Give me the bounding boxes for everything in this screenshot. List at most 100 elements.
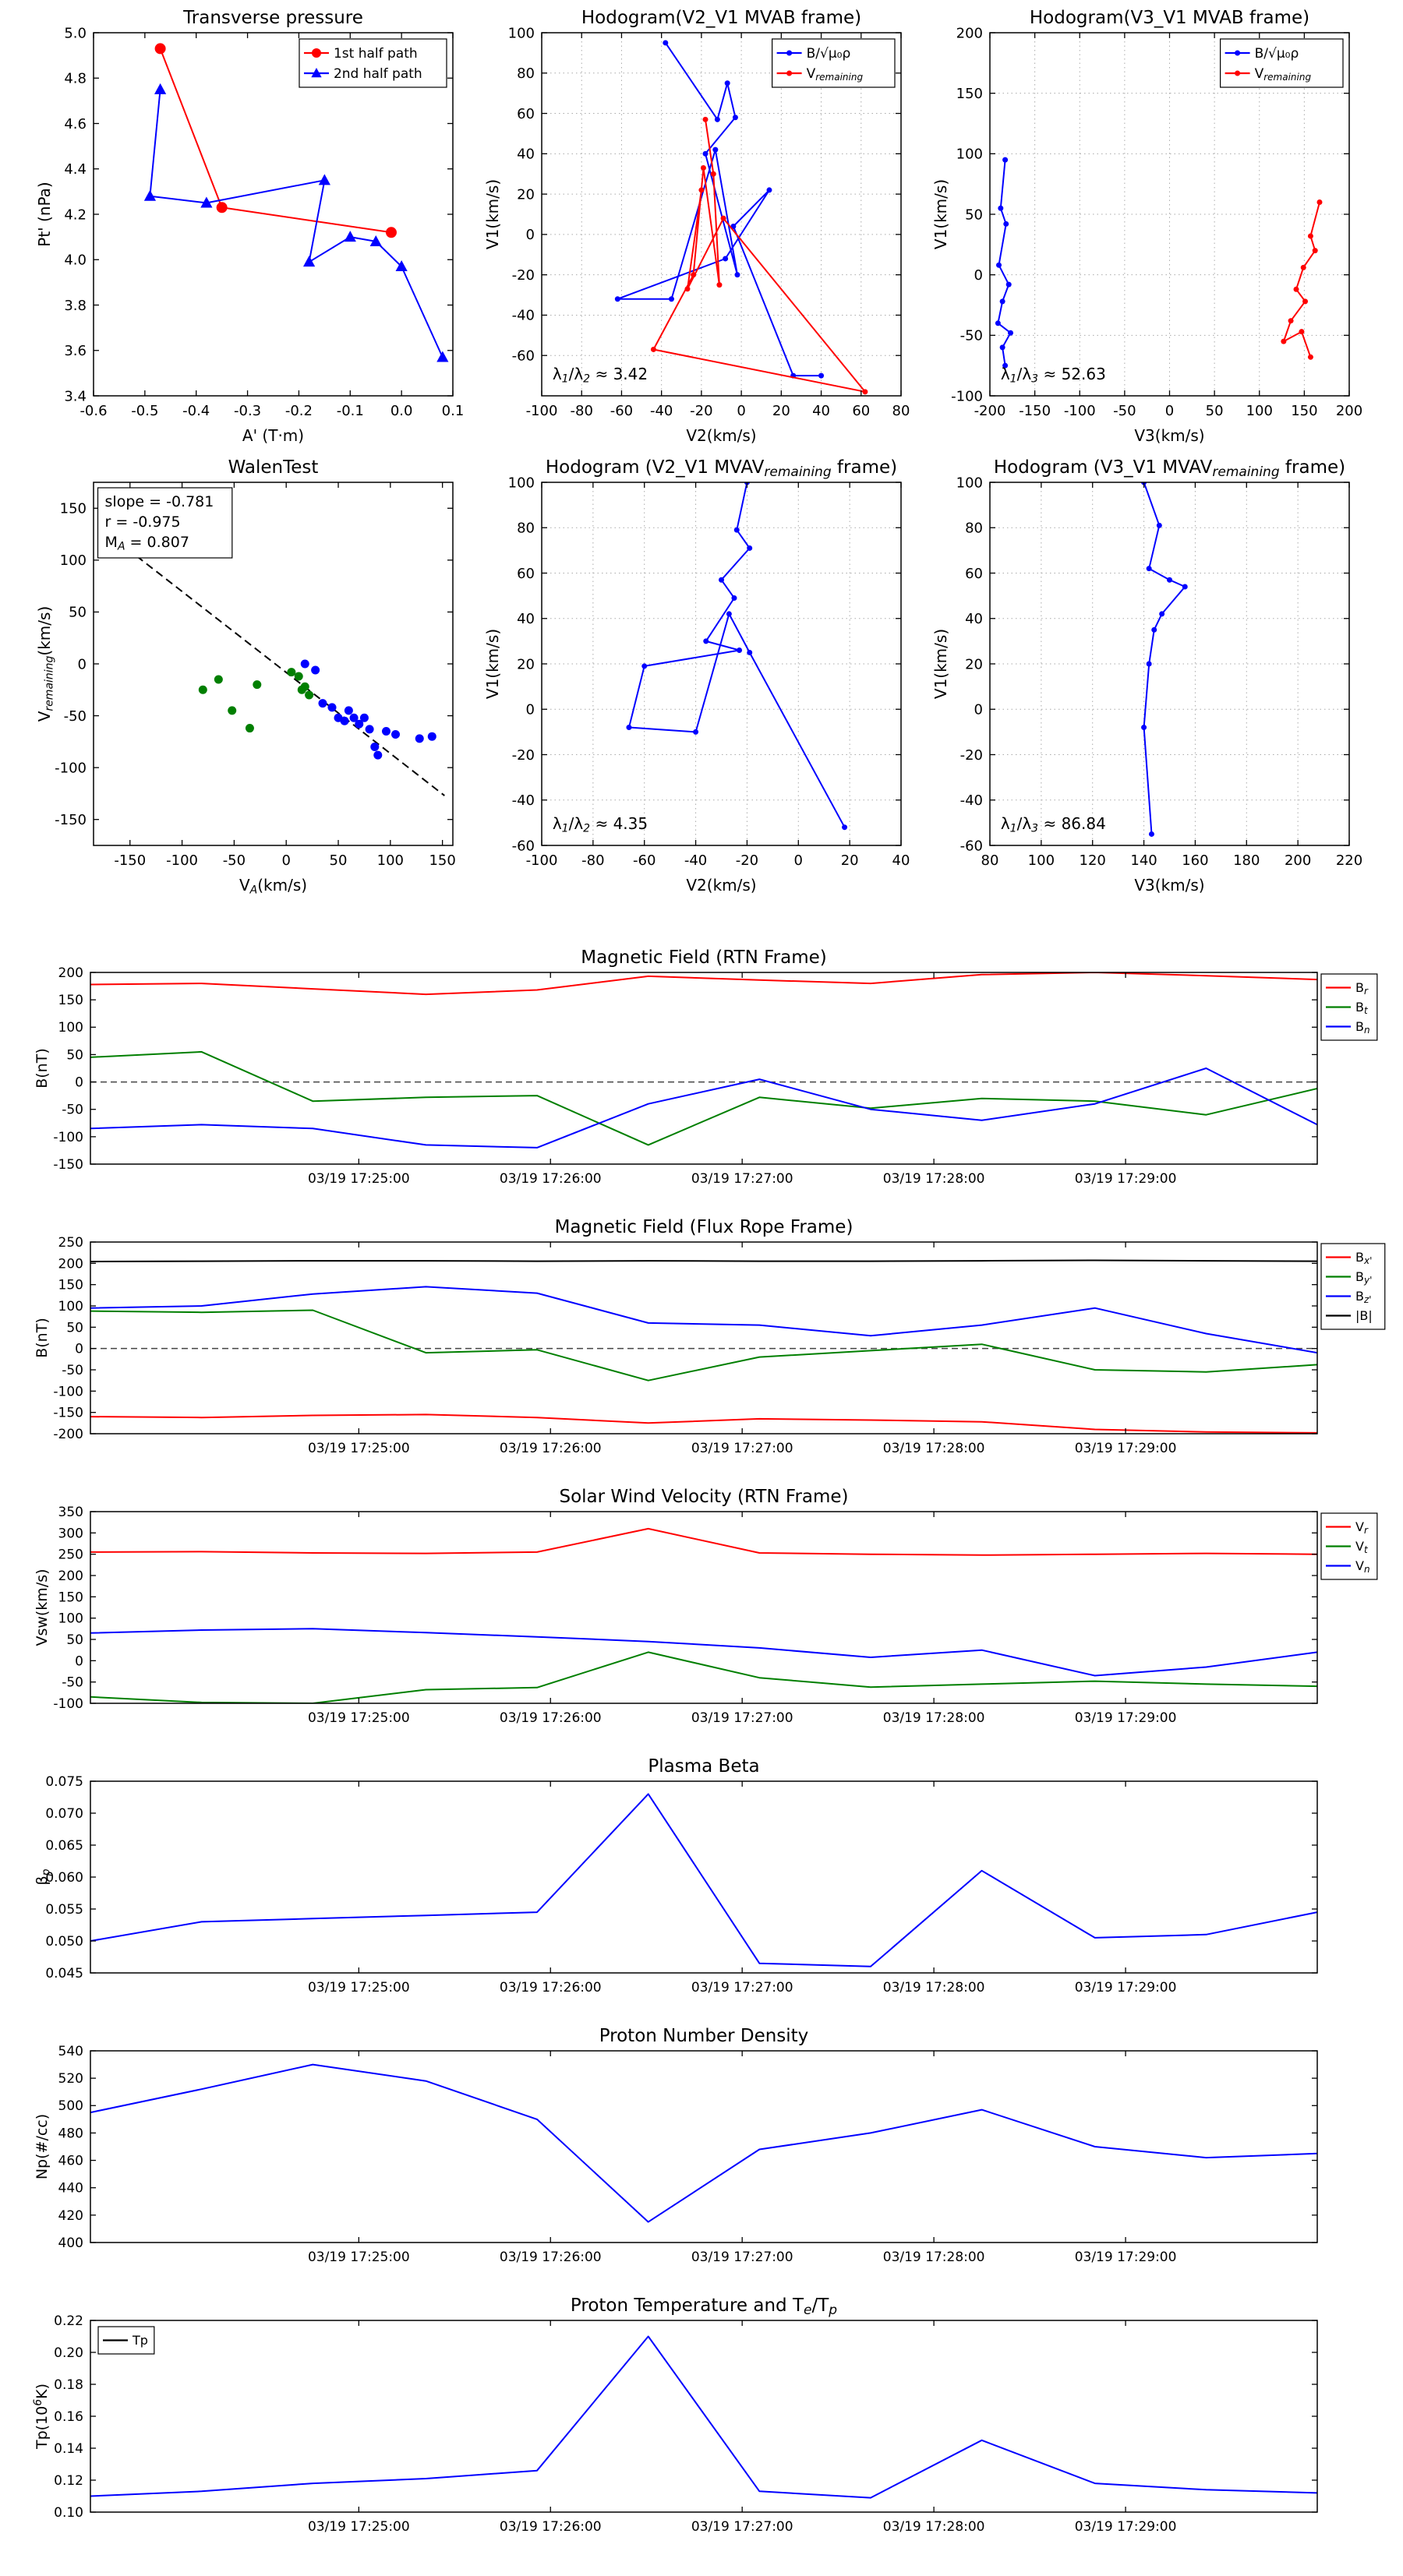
svg-text:80: 80 — [965, 520, 983, 537]
svg-text:-40: -40 — [960, 792, 983, 809]
svg-text:-0.5: -0.5 — [131, 403, 158, 419]
svg-text:0.0: 0.0 — [391, 403, 413, 419]
svg-text:0: 0 — [75, 1075, 83, 1091]
svg-text:V1(km/s): V1(km/s) — [931, 629, 950, 699]
svg-text:Plasma Beta: Plasma Beta — [648, 1758, 759, 1777]
chart-magnetic-field-flux-rope: 03/19 17:25:00 03/19 17:26:00 03/19 17:27:… — [0, 1219, 1403, 1470]
svg-text:100: 100 — [58, 1611, 83, 1627]
svg-text:150: 150 — [1291, 403, 1317, 419]
transverse-pressure-svg: -0.6 -0.5 -0.4 -0.3 -0.2 -0.1 0.0 0.1 3.4 3.6 3.8 4… — [35, 8, 465, 445]
svg-text:Hodogram(V2_V1 MVAB frame): Hodogram(V2_V1 MVAB frame) — [581, 8, 861, 28]
svg-text:4.4: 4.4 — [64, 161, 87, 178]
svg-text:4.6: 4.6 — [64, 116, 87, 132]
svg-text:-0.2: -0.2 — [285, 403, 313, 419]
svg-text:Bt: Bt — [1355, 1000, 1369, 1016]
svg-text:03/19 17:25:00: 03/19 17:25:00 — [308, 1441, 410, 1456]
svg-text:03/19 17:29:00: 03/19 17:29:00 — [1075, 1710, 1177, 1726]
svg-text:03/19 17:25:00: 03/19 17:25:00 — [308, 1710, 410, 1726]
svg-text:03/19 17:28:00: 03/19 17:28:00 — [883, 1441, 985, 1456]
svg-text:Vt: Vt — [1355, 1539, 1369, 1555]
svg-text:0.1: 0.1 — [442, 403, 465, 419]
svg-text:-40: -40 — [512, 308, 535, 324]
svg-text:B(nT): B(nT) — [34, 1318, 51, 1358]
svg-text:Hodogram (V2_V1 MVAVremaining: Hodogram (V2_V1 MVAVremaining frame) — [546, 457, 897, 480]
svg-text:0.060: 0.060 — [45, 1870, 83, 1886]
svg-text:B/√μ₀ρ: B/√μ₀ρ — [807, 46, 851, 62]
svg-text:-80: -80 — [581, 852, 604, 869]
svg-text:100: 100 — [1246, 403, 1273, 419]
svg-text:03/19 17:27:00: 03/19 17:27:00 — [691, 1980, 793, 1996]
svg-text:80: 80 — [981, 852, 999, 869]
svg-text:03/19 17:26:00: 03/19 17:26:00 — [500, 1441, 602, 1456]
svg-text:03/19 17:26:00: 03/19 17:26:00 — [500, 2250, 602, 2265]
svg-text:Br: Br — [1355, 980, 1369, 997]
svg-text:-100: -100 — [166, 852, 198, 869]
svg-text:100: 100 — [58, 1299, 83, 1314]
subplot-row-1: -0.6 -0.5 -0.4 -0.3 -0.2 -0.1 0.0 0.1 3.4 3.6 3.8 4… — [0, 5, 1403, 445]
svg-text:100: 100 — [1028, 852, 1055, 869]
svg-text:60: 60 — [852, 403, 870, 419]
svg-text:-150: -150 — [53, 1406, 83, 1421]
svg-text:60: 60 — [517, 106, 535, 122]
svg-text:03/19 17:27:00: 03/19 17:27:00 — [691, 2519, 793, 2535]
svg-text:-20: -20 — [512, 267, 535, 284]
svg-text:03/19 17:27:00: 03/19 17:27:00 — [691, 1441, 793, 1456]
magnetic-field-rtn-svg: 03/19 17:25:00 03/19 17:26:00 03/19 17:27:… — [34, 949, 1378, 1187]
svg-text:WalenTest: WalenTest — [228, 457, 319, 478]
svg-text:-60: -60 — [512, 838, 535, 854]
svg-text:150: 150 — [58, 993, 83, 1008]
svg-text:180: 180 — [1233, 852, 1260, 869]
svg-text:40: 40 — [892, 852, 910, 869]
svg-text:-100: -100 — [526, 852, 558, 869]
svg-text:-100: -100 — [53, 1130, 83, 1145]
svg-text:0: 0 — [794, 852, 803, 869]
svg-text:0.16: 0.16 — [54, 2409, 83, 2425]
svg-text:0.065: 0.065 — [45, 1838, 83, 1854]
svg-text:λ1/λ2 ≈ 4.35: λ1/λ2 ≈ 4.35 — [553, 814, 648, 835]
svg-text:0: 0 — [737, 403, 745, 419]
svg-text:200: 200 — [58, 1256, 83, 1272]
hodogram-v2v1-mvav-svg: -100 -80 -60 -40 -20 0 20 40 -60 -40 -20 0 20 40 60 80 1… — [483, 457, 910, 895]
svg-text:100: 100 — [60, 552, 87, 569]
svg-text:-200: -200 — [974, 403, 1006, 419]
svg-text:Transverse pressure: Transverse pressure — [182, 8, 363, 28]
svg-text:0.12: 0.12 — [54, 2473, 83, 2489]
svg-text:Vremaining: Vremaining — [807, 66, 864, 83]
svg-text:Vn: Vn — [1355, 1558, 1370, 1575]
svg-text:Proton Number Density: Proton Number Density — [599, 2027, 809, 2046]
chart-proton-number-density: 03/19 17:25:00 03/19 17:26:00 03/19 17:27:… — [0, 2027, 1403, 2278]
svg-text:Magnetic Field (RTN Frame): Magnetic Field (RTN Frame) — [581, 949, 827, 968]
svg-text:50: 50 — [965, 206, 983, 223]
svg-text:-50: -50 — [64, 708, 87, 725]
svg-text:03/19 17:25:00: 03/19 17:25:00 — [308, 2519, 410, 2535]
svg-text:350: 350 — [58, 1505, 83, 1520]
svg-text:5.0: 5.0 — [64, 25, 87, 41]
svg-text:03/19 17:29:00: 03/19 17:29:00 — [1075, 2250, 1177, 2265]
svg-text:-100: -100 — [55, 760, 87, 776]
svg-text:-60: -60 — [960, 838, 983, 854]
svg-text:0.050: 0.050 — [45, 1934, 83, 1950]
svg-text:03/19 17:28:00: 03/19 17:28:00 — [883, 2250, 985, 2265]
svg-text:50: 50 — [1206, 403, 1224, 419]
svg-text:-150: -150 — [114, 852, 146, 869]
svg-text:slope = -0.781: slope = -0.781 — [105, 493, 214, 510]
chart-hodogram-v2v1-mvab: -100 -80 -60 -40 -20 0 20 40 60 80 -60 -40 -20 0 20 40 6… — [476, 5, 924, 445]
svg-text:-150: -150 — [53, 1157, 83, 1173]
svg-text:480: 480 — [58, 2126, 83, 2141]
svg-text:03/19 17:25:00: 03/19 17:25:00 — [308, 2250, 410, 2265]
svg-text:Vremaining: Vremaining — [1255, 66, 1312, 83]
svg-text:V1(km/s): V1(km/s) — [483, 179, 502, 249]
svg-text:0.18: 0.18 — [54, 2377, 83, 2393]
svg-text:Magnetic Field (Flux Rope Fram: Magnetic Field (Flux Rope Frame) — [555, 1219, 853, 1237]
svg-text:-200: -200 — [53, 1427, 83, 1442]
svg-text:-60: -60 — [610, 403, 633, 419]
svg-text:-40: -40 — [684, 852, 707, 869]
svg-text:V1(km/s): V1(km/s) — [483, 629, 502, 699]
svg-text:λ1/λ3 ≈ 86.84: λ1/λ3 ≈ 86.84 — [1001, 814, 1106, 835]
svg-text:0: 0 — [78, 656, 87, 672]
svg-text:0.10: 0.10 — [54, 2505, 83, 2521]
svg-text:0: 0 — [974, 702, 983, 718]
svg-text:120: 120 — [1080, 852, 1106, 869]
svg-text:50: 50 — [66, 1047, 83, 1063]
svg-text:0.075: 0.075 — [45, 1774, 83, 1790]
